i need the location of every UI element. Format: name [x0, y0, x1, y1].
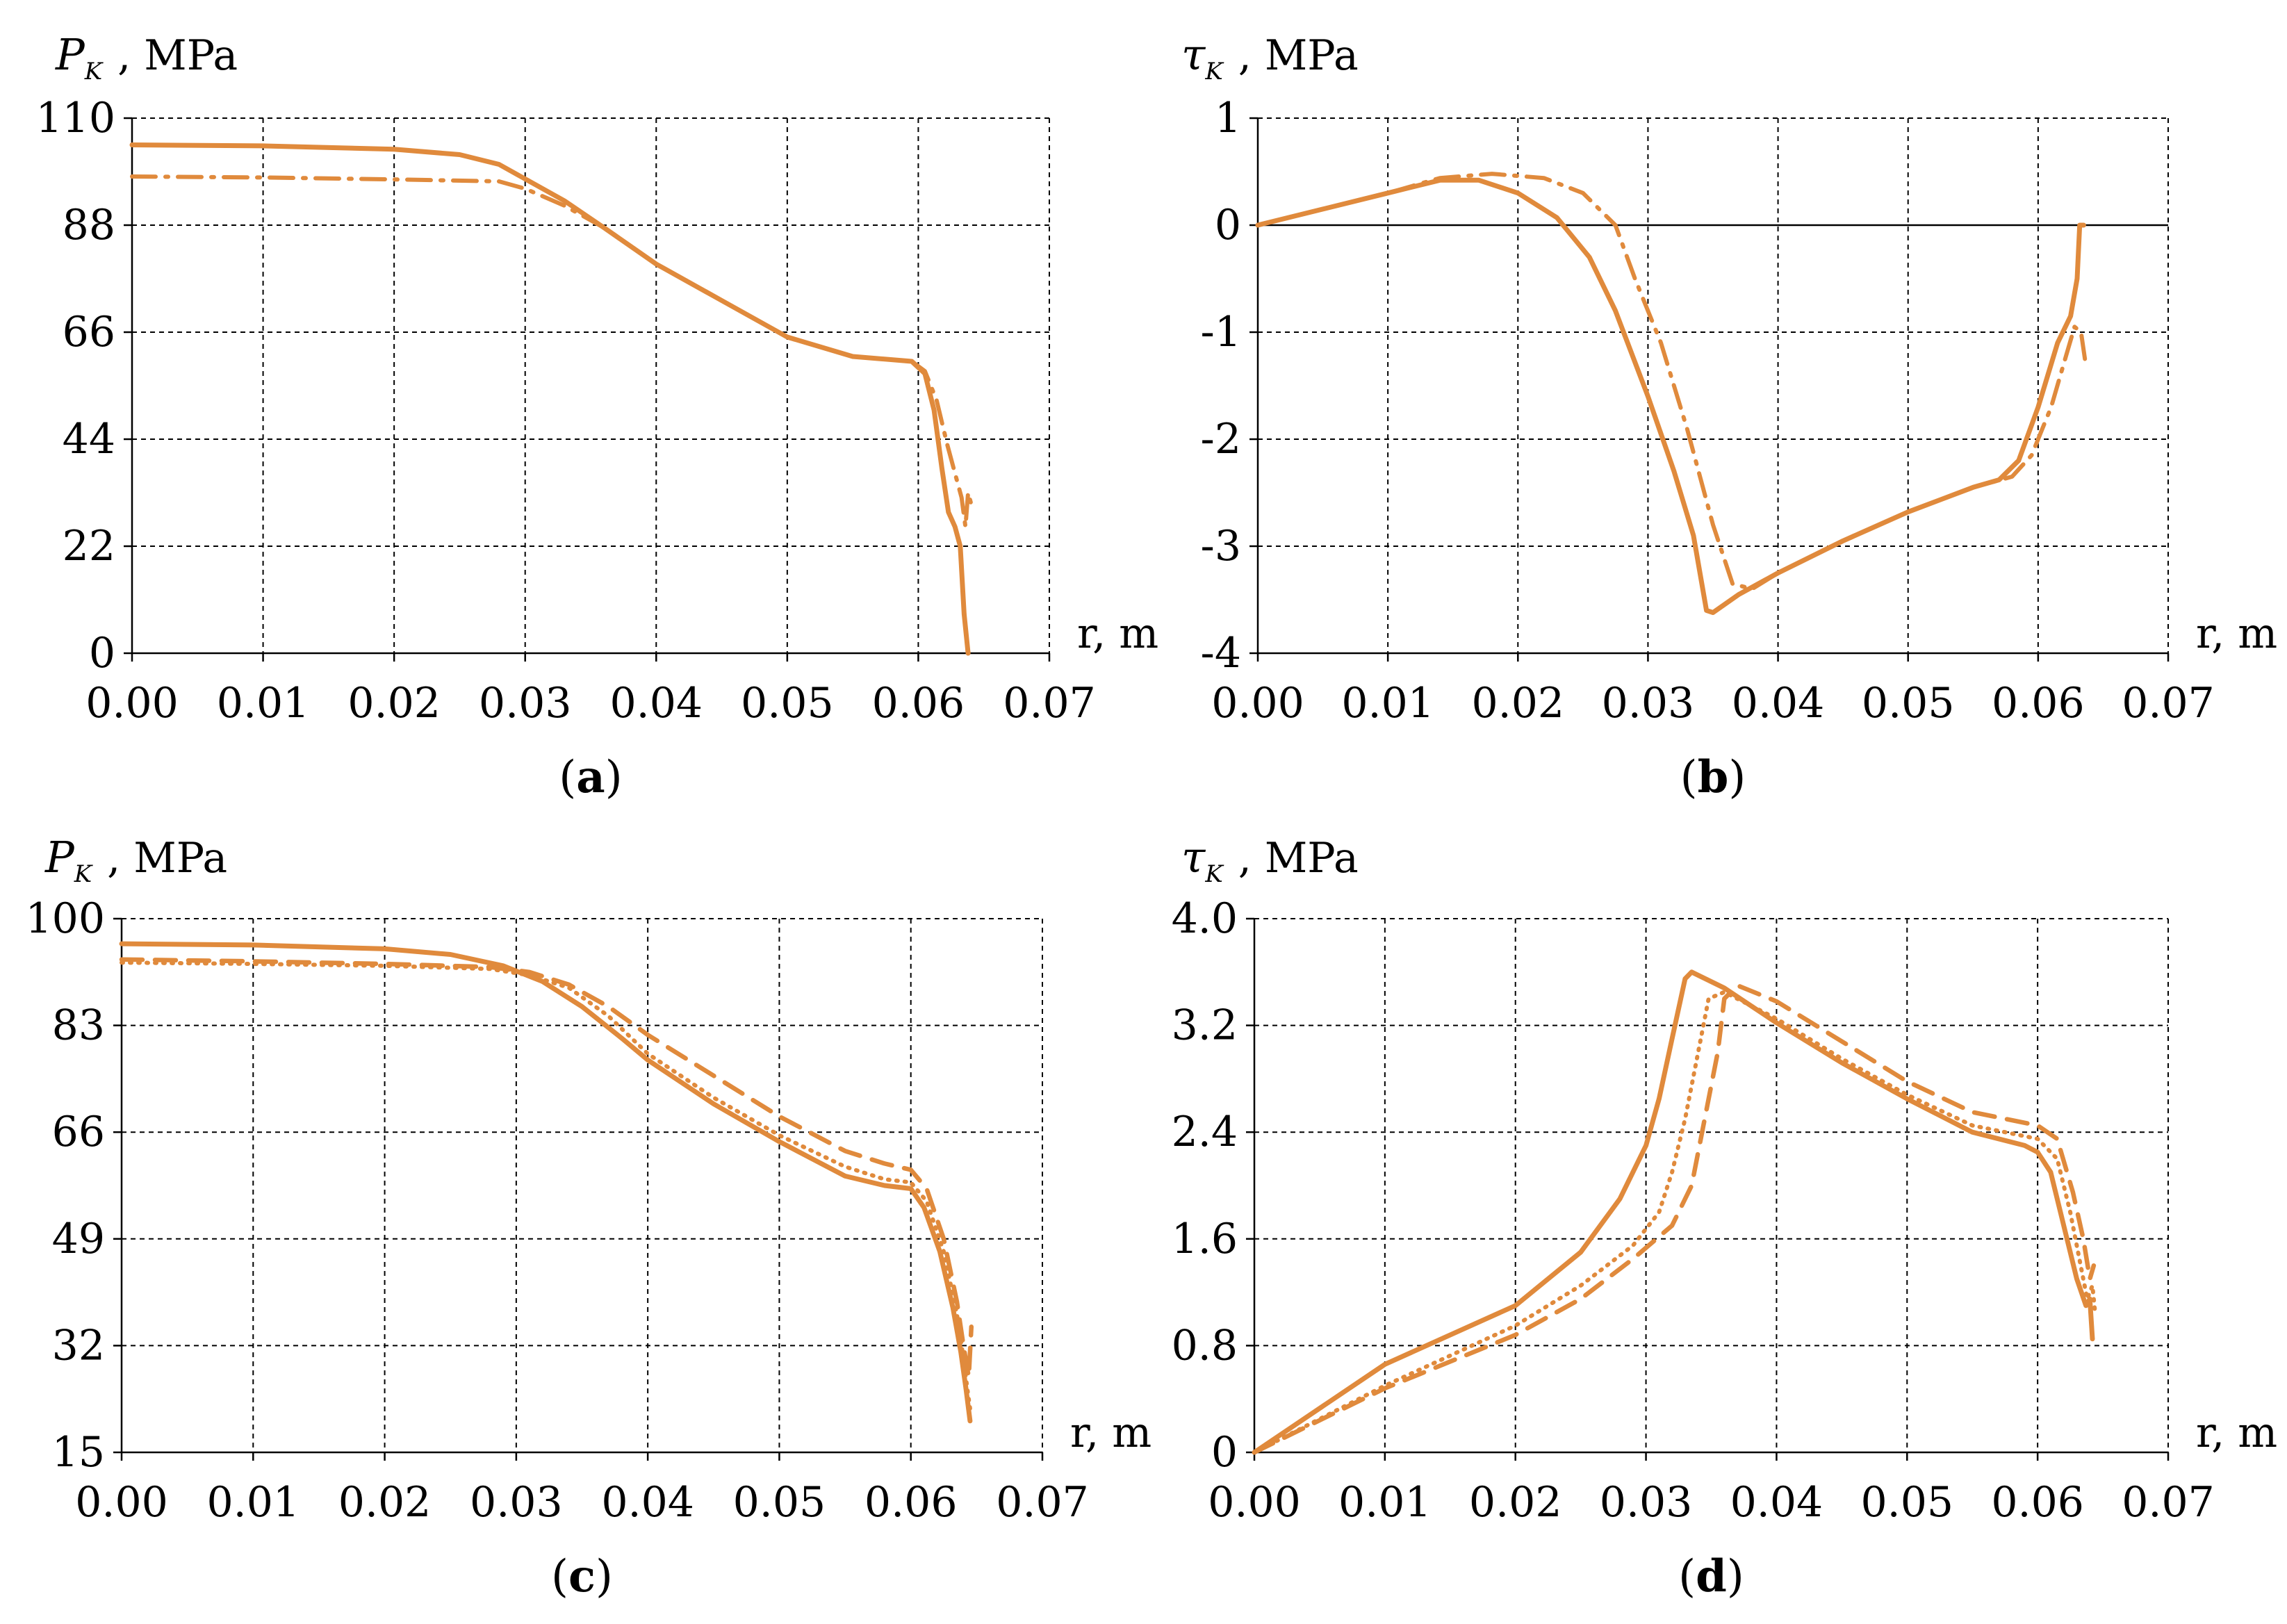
- x-tick-label: 0.04: [1732, 679, 1825, 728]
- series-line-dashed: [119, 957, 974, 1379]
- y-axis-label: τK, MPa: [1181, 29, 1359, 85]
- x-tick-label: 0.02: [1471, 679, 1564, 728]
- x-tick-label: 0.06: [1991, 1478, 2084, 1527]
- x-axis-label: r, m: [1070, 1409, 1151, 1457]
- x-tick-label: 0.05: [741, 679, 834, 728]
- x-tick-label: 0.06: [1992, 679, 2085, 728]
- x-tick-label: 0.07: [2122, 679, 2215, 728]
- x-tick-label: 0.04: [609, 679, 703, 728]
- y-tick-label: 110: [35, 94, 115, 142]
- panel-label: (a): [559, 751, 622, 803]
- y-tick-label: -2: [1201, 415, 1241, 464]
- x-tick-label: 0.04: [1730, 1478, 1823, 1527]
- x-tick-label: 0.01: [217, 679, 310, 728]
- y-tick-label: 44: [63, 415, 115, 464]
- series-line-solid: [119, 941, 973, 1424]
- x-tick-label: 0.00: [1208, 1478, 1301, 1527]
- x-tick-label: 0.07: [1003, 679, 1096, 728]
- y-axis-label: PK, MPa: [55, 29, 238, 85]
- y-tick-label: -1: [1201, 308, 1241, 356]
- x-tick-label: 0.07: [2122, 1478, 2215, 1527]
- y-tick-label: 88: [63, 201, 115, 249]
- x-tick-label: 0.04: [601, 1478, 694, 1527]
- chart-panel-b: 0.00 0.01 0.02 0.03 0.04 0.05 0.06 0.07 -4 -3 -2 -1…: [1181, 29, 2277, 803]
- y-tick-label: 83: [52, 1001, 105, 1050]
- y-tick-label: 22: [63, 522, 115, 571]
- panel-label: (c): [551, 1550, 613, 1602]
- x-tick-label: 0.05: [733, 1478, 826, 1527]
- y-tick-label: 4.0: [1172, 894, 1238, 943]
- chart-panel-a: 0.00 0.01 0.02 0.03 0.04 0.05 0.06 0.07 0 22 44 66 8…: [35, 29, 1158, 803]
- x-tick-label: 0.03: [1600, 1478, 1693, 1527]
- y-tick-label: -4: [1201, 629, 1241, 678]
- x-tick-label: 0.00: [1211, 679, 1304, 728]
- x-tick-label: 0.02: [1469, 1478, 1562, 1527]
- panel-label: (d): [1678, 1550, 1744, 1602]
- y-tick-label: 66: [52, 1108, 105, 1156]
- x-tick-label: 0.05: [1860, 1478, 1953, 1527]
- series-line-solid: [1255, 177, 2086, 615]
- y-tick-label: -3: [1201, 522, 1241, 571]
- x-tick-label: 0.03: [470, 1478, 563, 1527]
- series-line-dotted: [1252, 990, 2097, 1454]
- x-tick-label: 0.00: [85, 679, 179, 728]
- series-line-solid: [129, 142, 971, 656]
- x-tick-label: 0.06: [864, 1478, 958, 1527]
- y-tick-label: 1: [1215, 94, 1241, 142]
- y-tick-label: 1.6: [1172, 1215, 1238, 1263]
- y-tick-label: 100: [25, 894, 105, 943]
- panel-label: (b): [1680, 751, 1746, 803]
- y-tick-label: 0: [89, 629, 115, 678]
- x-axis-label: r, m: [2196, 1409, 2277, 1457]
- y-tick-label: 66: [63, 308, 115, 356]
- x-tick-label: 0.01: [1341, 679, 1434, 728]
- x-tick-label: 0.05: [1862, 679, 1955, 728]
- y-axis-label: τK, MPa: [1181, 832, 1359, 888]
- chart-panel-c: 0.00 0.01 0.02 0.03 0.04 0.05 0.06 0.07 15 32 49 66…: [25, 832, 1151, 1602]
- x-tick-label: 0.03: [1602, 679, 1695, 728]
- y-tick-label: 0: [1211, 1428, 1238, 1477]
- x-tick-label: 0.07: [996, 1478, 1089, 1527]
- x-tick-label: 0.01: [1338, 1478, 1432, 1527]
- y-tick-label: 49: [52, 1215, 105, 1263]
- x-axis-label: r, m: [1077, 609, 1158, 658]
- x-tick-label: 0.00: [75, 1478, 168, 1527]
- x-tick-label: 0.02: [347, 679, 441, 728]
- chart-panel-d: 0.00 0.01 0.02 0.03 0.04 0.05 0.06 0.07 0 0.8 1.6 2…: [1172, 832, 2278, 1602]
- y-tick-label: 0.8: [1172, 1321, 1238, 1370]
- series-line-solid: [1252, 969, 2095, 1455]
- y-tick-label: 32: [52, 1321, 105, 1370]
- y-tick-label: 2.4: [1172, 1108, 1238, 1156]
- x-tick-label: 0.06: [872, 679, 965, 728]
- series-line-dotted: [120, 960, 972, 1411]
- x-axis-label: r, m: [2196, 609, 2277, 658]
- y-tick-label: 15: [52, 1428, 105, 1477]
- x-tick-label: 0.03: [479, 679, 572, 728]
- x-tick-label: 0.01: [206, 1478, 300, 1527]
- x-tick-label: 0.02: [338, 1478, 432, 1527]
- y-tick-label: 0: [1215, 201, 1241, 249]
- y-axis-label: PK, MPa: [44, 832, 227, 888]
- series-line-dashdot: [1256, 172, 2088, 591]
- series-line-dashed: [1252, 983, 2097, 1455]
- y-tick-label: 3.2: [1172, 1001, 1238, 1050]
- series-line-dashdot: [130, 174, 973, 529]
